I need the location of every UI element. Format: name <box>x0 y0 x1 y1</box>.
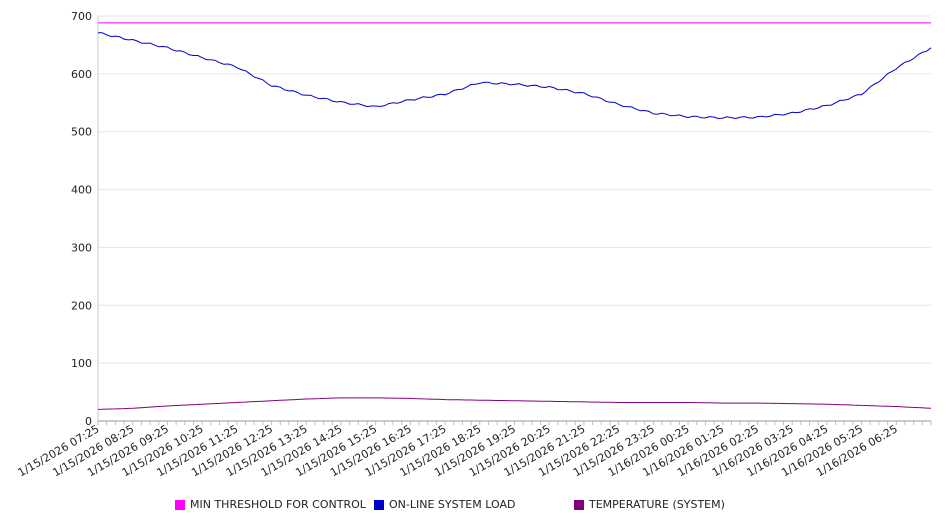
legend-item-system-load[interactable]: ON-LINE SYSTEM LOAD <box>374 498 515 511</box>
y-tick-label: 700 <box>71 10 92 23</box>
legend-swatch <box>574 499 584 510</box>
y-axis-ticks: 0 100 200 300 400 500 600 700 <box>71 10 92 428</box>
x-axis-ticks: 1/15/2026 07:251/15/2026 08:251/15/2026 … <box>16 422 900 479</box>
gridlines <box>98 15 931 364</box>
axes <box>97 16 932 425</box>
y-tick-label: 0 <box>85 415 92 428</box>
y-tick-label: 300 <box>71 241 92 254</box>
y-tick-label: 400 <box>71 184 92 197</box>
legend-label: ON-LINE SYSTEM LOAD <box>389 498 516 511</box>
y-tick-label: 500 <box>71 126 92 139</box>
legend-item-temperature[interactable]: TEMPERATURE (SYSTEM) <box>574 498 725 511</box>
legend-label: TEMPERATURE (SYSTEM) <box>589 498 725 511</box>
series-line-system-load <box>98 32 932 120</box>
legend-item-threshold[interactable]: MIN THRESHOLD FOR CONTROL <box>175 498 366 511</box>
y-tick-label: 100 <box>71 357 92 370</box>
legend-label: MIN THRESHOLD FOR CONTROL <box>190 498 366 511</box>
legend-swatch <box>175 499 185 510</box>
y-tick-label: 600 <box>71 68 92 81</box>
legend-swatch <box>374 499 384 510</box>
legend: MIN THRESHOLD FOR CONTROL ON-LINE SYSTEM… <box>0 498 946 514</box>
series-line-temperature <box>97 397 932 410</box>
series-lines <box>97 22 932 410</box>
y-tick-label: 200 <box>71 299 92 312</box>
